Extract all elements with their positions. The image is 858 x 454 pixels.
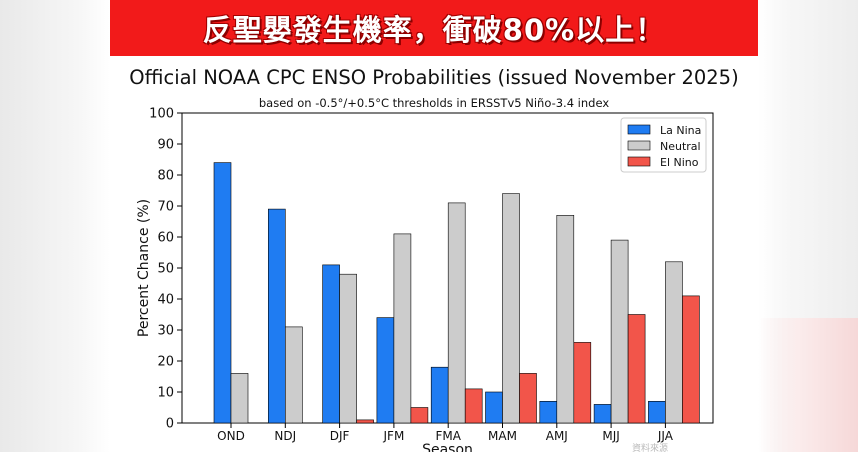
bar-la-nina-ndj [267,208,286,424]
bar-la-nina-jja [648,400,666,424]
x-axis-label: Season [422,442,473,452]
right-background-tint [758,318,858,452]
x-tick-label: MJJ [602,429,619,443]
x-tick-label: FMA [435,429,461,443]
y-tick-label: 30 [157,324,174,339]
y-axis-label: Percent Chance (%) [136,199,152,337]
bar-neutral-mam [502,193,520,424]
legend-label-el-nino: El Nino [660,156,699,169]
bar-neutral-djf [339,273,357,424]
bar-la-nina-mam [485,391,503,424]
bar-neutral-jfm [393,233,412,424]
bar-el-nino-jja [682,295,700,424]
headline-text: 反聖嬰發生機率，衝破80%以上！ [202,13,666,47]
y-tick-label: 20 [157,355,174,370]
bar-neutral-fma [447,202,466,424]
bar-neutral-jja [665,261,683,424]
x-tick-label: NDJ [274,429,296,443]
chart-subtitle: based on -0.5°/+0.5°C thresholds in ERSS… [258,96,610,110]
bar-el-nino-mjj [627,314,646,424]
bar-la-nina-djf [322,264,340,424]
legend-label-neutral: Neutral [660,140,701,153]
headline-banner: 反聖嬰發生機率，衝破80%以上！ [110,0,758,56]
bar-la-nina-ond [213,162,232,424]
bar-la-nina-amj [539,400,558,424]
y-tick-label: 70 [157,200,174,215]
bar-la-nina-jfm [376,317,395,424]
bar-el-nino-mam [519,373,537,424]
bar-el-nino-amj [573,342,592,424]
legend-swatch-el-nino [627,156,651,167]
x-tick-label: DJF [330,429,350,443]
y-tick-label: 10 [157,386,174,401]
x-tick-label: AMJ [546,429,568,443]
bar-neutral-ndj [284,326,303,424]
bar-el-nino-jfm [410,407,429,424]
bar-neutral-ond [230,373,249,424]
y-tick-label: 50 [157,262,174,277]
bar-el-nino-djf [356,419,374,424]
chart-title: Official NOAA CPC ENSO Probabilities (is… [129,66,739,89]
left-background-margin [0,0,110,452]
bar-la-nina-fma [430,366,449,424]
bar-neutral-mjj [610,239,629,424]
bar-neutral-amj [556,215,575,424]
legend-swatch-la-nina [627,124,651,135]
x-tick-label: JJA [657,429,674,443]
x-tick-label: OND [217,429,245,443]
bar-la-nina-mjj [593,404,612,424]
y-tick-label: 100 [149,107,174,122]
x-tick-label: JFM [383,429,405,443]
x-tick-label: MAM [488,429,517,443]
bar-el-nino-fma [464,388,483,424]
y-tick-label: 80 [157,169,174,184]
legend-swatch-neutral [627,140,651,151]
y-tick-label: 90 [157,138,174,153]
legend-label-la-nina: La Nina [660,124,701,137]
y-tick-label: 40 [157,293,174,308]
source-note: 資料來源 [632,444,669,454]
y-tick-label: 60 [157,231,174,246]
y-tick-label: 0 [166,417,174,432]
